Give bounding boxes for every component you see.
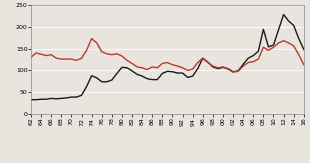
Nominal Price Index <box>272 44 275 46</box>
Nominal Price Index <box>130 70 134 72</box>
Deflated Price Index <box>29 56 33 58</box>
Nominal Price Index <box>282 14 286 15</box>
Deflated Price Index <box>302 64 306 66</box>
Nominal Price Index <box>80 94 83 96</box>
Line: Deflated Price Index: Deflated Price Index <box>31 38 304 72</box>
Nominal Price Index <box>29 99 33 101</box>
Deflated Price Index <box>80 57 83 59</box>
Deflated Price Index <box>60 58 63 60</box>
Deflated Price Index <box>100 51 104 53</box>
Nominal Price Index <box>60 97 63 99</box>
Line: Nominal Price Index: Nominal Price Index <box>31 15 304 100</box>
Deflated Price Index <box>282 40 286 42</box>
Nominal Price Index <box>297 37 301 39</box>
Deflated Price Index <box>231 71 235 73</box>
Deflated Price Index <box>90 37 94 39</box>
Nominal Price Index <box>95 77 99 79</box>
Deflated Price Index <box>297 54 301 56</box>
Deflated Price Index <box>135 66 139 68</box>
Nominal Price Index <box>302 48 306 50</box>
